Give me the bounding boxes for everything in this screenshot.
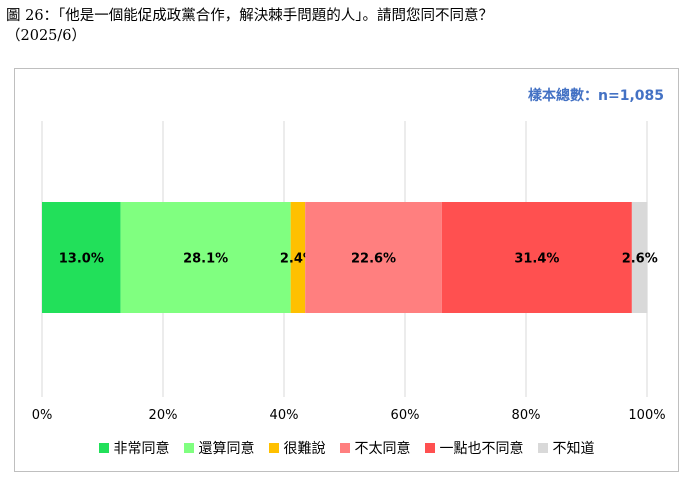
legend-label: 非常同意 xyxy=(113,441,170,457)
legend-item: 一點也不同意 xyxy=(424,438,524,458)
x-tick-label: 0% xyxy=(32,408,53,423)
data-label: 22.6% xyxy=(351,252,396,267)
data-label: 2.6% xyxy=(622,252,658,267)
chart-caption: 圖 26：「他是一個能促成政黨合作，解決棘手問題的人」。請問您同不同意？ （20… xyxy=(6,6,690,46)
x-tick-label: 80% xyxy=(512,408,541,423)
x-tick-label: 20% xyxy=(149,408,178,423)
legend-label: 還算同意 xyxy=(198,441,255,457)
bar-segment xyxy=(120,202,291,313)
stacked-bar-chart: 0% 20% 40% 60% 80% 100%13.0% 28.1% 2.4% 22.6% 31.… xyxy=(32,121,666,423)
caption-line-1: 圖 26：「他是一個能促成政黨合作，解決棘手問題的人」。請問您同不同意？ xyxy=(6,8,494,24)
caption-line-2: （2025/6） xyxy=(6,28,87,44)
bar-segment xyxy=(305,202,442,313)
bar-segment xyxy=(42,202,121,313)
legend-swatch xyxy=(339,443,350,453)
legend-item: 不太同意 xyxy=(339,438,411,458)
legend-label: 一點也不同意 xyxy=(439,441,524,457)
sample-size-note: 樣本總數：n=1,085 xyxy=(528,88,664,104)
legend-label: 很難說 xyxy=(283,441,326,457)
legend-label: 不知道 xyxy=(552,441,595,457)
legend-item: 不知道 xyxy=(537,438,595,458)
chart-frame: 樣本總數：n=1,085 0% 20% 40% 60% 80% 100% 13.0% 28.1… xyxy=(14,68,679,472)
data-label: 28.1% xyxy=(183,252,228,267)
legend-item: 非常同意 xyxy=(98,438,170,458)
legend-swatch xyxy=(268,443,279,453)
legend-swatch xyxy=(537,443,548,453)
data-label: 13.0% xyxy=(59,252,104,267)
bar-segment xyxy=(290,202,306,313)
legend-item: 很難說 xyxy=(268,438,326,458)
x-tick-label: 100% xyxy=(628,408,665,423)
bar-segment xyxy=(441,202,632,313)
legend-item: 還算同意 xyxy=(183,438,255,458)
chart-legend: 非常同意 還算同意 很難說 不太同意 一點也不同意 不知道 xyxy=(15,438,678,458)
legend-swatch xyxy=(424,443,435,453)
legend-swatch xyxy=(98,443,109,453)
bar-segment xyxy=(631,202,648,313)
x-tick-label: 40% xyxy=(270,408,299,423)
legend-label: 不太同意 xyxy=(354,441,411,457)
x-tick-label: 60% xyxy=(391,408,420,423)
data-label: 31.4% xyxy=(514,252,559,267)
legend-swatch xyxy=(183,443,194,453)
